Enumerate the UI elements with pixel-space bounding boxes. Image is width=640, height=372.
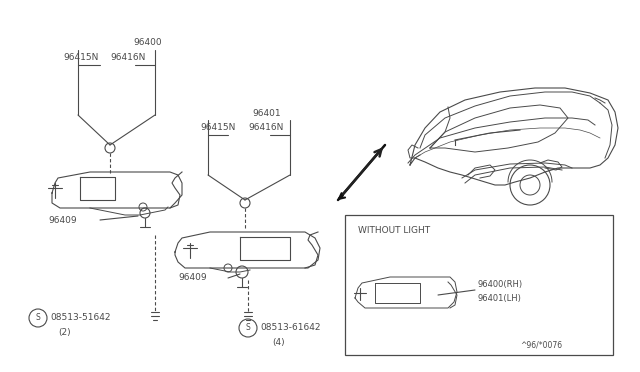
Text: S: S (246, 324, 250, 333)
Text: 96409: 96409 (48, 215, 77, 224)
Text: 96415N: 96415N (63, 52, 99, 61)
Text: S: S (36, 314, 40, 323)
Text: (4): (4) (272, 337, 285, 346)
Text: 96400(RH): 96400(RH) (478, 280, 523, 289)
Text: (2): (2) (58, 327, 70, 337)
Text: 96415N: 96415N (200, 122, 236, 131)
FancyBboxPatch shape (345, 215, 613, 355)
Text: 08513-51642: 08513-51642 (50, 314, 111, 323)
Text: 08513-61642: 08513-61642 (260, 324, 321, 333)
Text: 96416N: 96416N (248, 122, 284, 131)
Text: 96400: 96400 (133, 38, 162, 46)
Text: 96409: 96409 (178, 273, 207, 282)
Text: 96401: 96401 (252, 109, 280, 118)
Text: 96416N: 96416N (110, 52, 145, 61)
Text: WITHOUT LIGHT: WITHOUT LIGHT (358, 225, 430, 234)
Text: ^96/*0076: ^96/*0076 (520, 340, 562, 350)
Text: 96401(LH): 96401(LH) (478, 294, 522, 302)
